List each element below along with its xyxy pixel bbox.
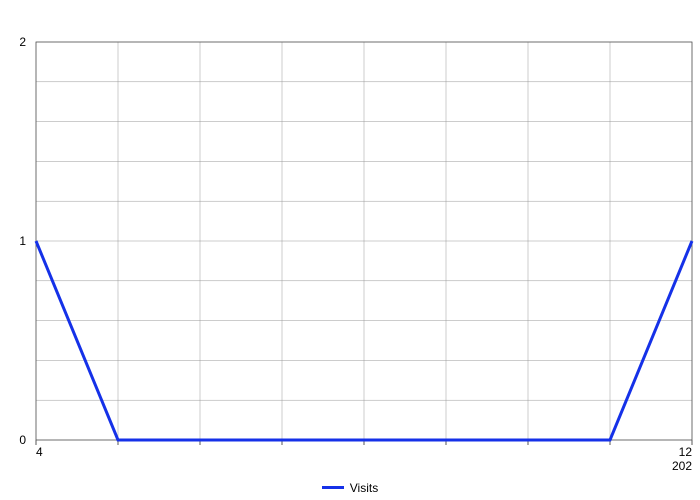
svg-text:0: 0 bbox=[19, 433, 26, 447]
svg-text:2: 2 bbox=[19, 35, 26, 49]
chart-legend: Visits bbox=[0, 480, 700, 495]
svg-text:12: 12 bbox=[679, 445, 693, 459]
legend-swatch bbox=[322, 486, 344, 489]
svg-text:1: 1 bbox=[19, 234, 26, 248]
legend-label: Visits bbox=[350, 481, 378, 495]
chart-plot-area: 012412202 bbox=[0, 0, 700, 500]
visits-chart: DE LA FUENTE INTERNACIONAL PROPERTY CONS… bbox=[0, 0, 700, 500]
svg-text:4: 4 bbox=[36, 445, 43, 459]
svg-text:202: 202 bbox=[672, 459, 692, 473]
